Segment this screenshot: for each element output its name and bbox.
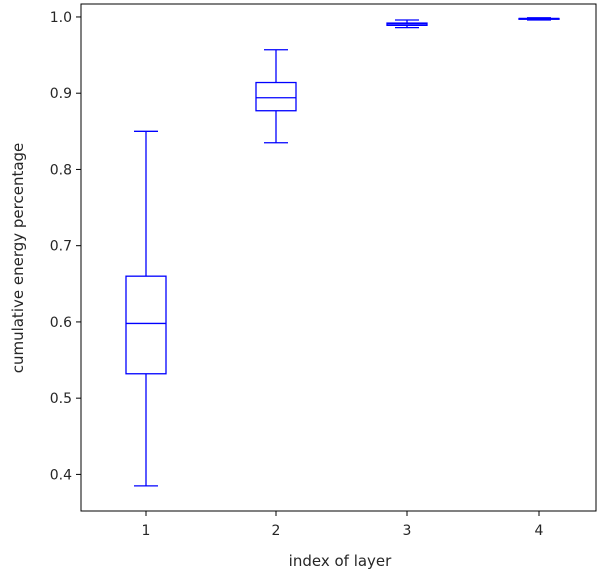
x-axis-ticks: 1 2 3 4	[142, 511, 544, 539]
y-axis-label: cumulative energy percentage	[9, 143, 27, 374]
y-axis-ticks: 0.4 0.5 0.6 0.7 0.8 0.9 1.0	[50, 10, 81, 483]
box-series	[125, 17, 560, 487]
y-tick-label: 0.9	[50, 86, 72, 102]
y-tick-label: 1.0	[50, 10, 72, 26]
plot-frame	[80, 3, 597, 512]
x-tick-label: 3	[403, 523, 412, 539]
x-axis-label: index of layer	[289, 552, 392, 570]
y-tick-label: 0.4	[50, 467, 72, 483]
x-tick-label: 2	[272, 523, 281, 539]
box-iqr	[125, 275, 167, 375]
y-tick-label: 0.8	[50, 162, 72, 178]
box-4	[518, 17, 560, 21]
y-tick-label: 0.7	[50, 239, 72, 255]
x-tick-label: 1	[142, 523, 151, 539]
axes	[80, 3, 597, 512]
box-1	[125, 130, 167, 487]
box-iqr	[255, 81, 297, 112]
box-3	[386, 19, 428, 29]
box-2	[255, 49, 297, 144]
y-tick-label: 0.6	[50, 315, 72, 331]
x-tick-label: 4	[535, 523, 544, 539]
y-tick-label: 0.5	[50, 391, 72, 407]
